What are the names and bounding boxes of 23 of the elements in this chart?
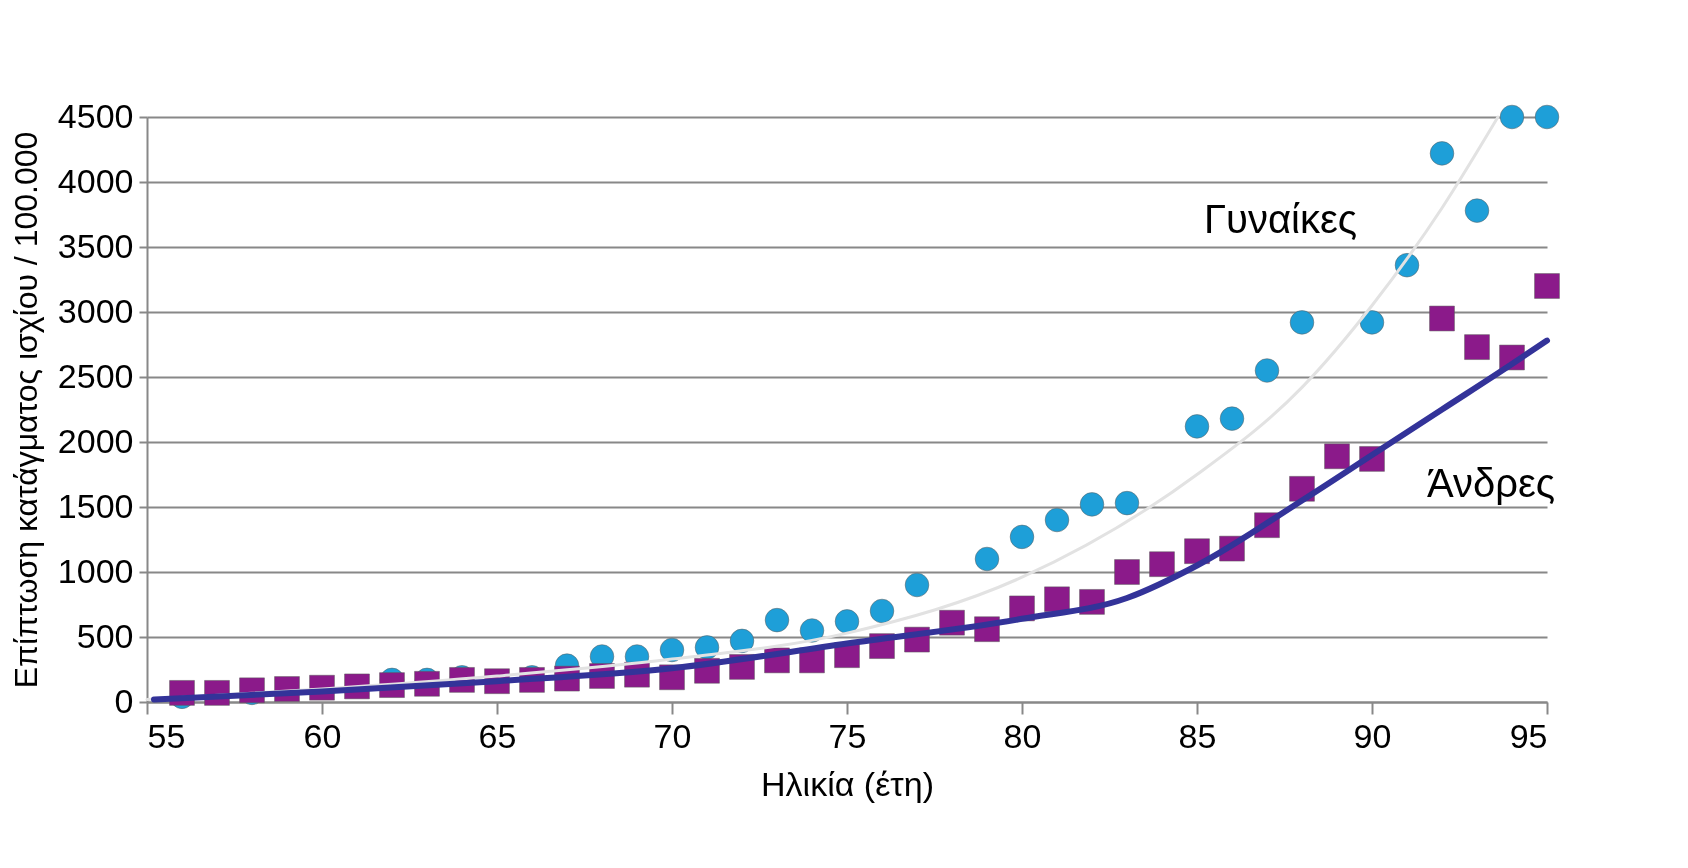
x-tick-label: 70 [653, 716, 692, 755]
x-tick-label: 95 [1509, 716, 1548, 755]
y-tick-label: 3500 [57, 226, 134, 265]
x-tick-label: 90 [1353, 716, 1392, 755]
x-tick-label: 75 [828, 716, 867, 755]
y-tick-label: 1000 [57, 551, 134, 590]
x-tick-label: 60 [303, 716, 342, 755]
y-tick-label: 2500 [57, 356, 134, 395]
y-tick-label: 3000 [57, 291, 134, 330]
y-tick-label: 1500 [57, 486, 134, 525]
y-tick-label: 4500 [57, 96, 134, 135]
y-tick-label: 500 [76, 616, 134, 655]
x-tick-label: 85 [1178, 716, 1217, 755]
x-tick-label: 80 [1003, 716, 1042, 755]
x-tick-label: 55 [147, 716, 186, 755]
x-tick-label: 65 [478, 716, 517, 755]
y-tick-label: 4000 [57, 161, 134, 200]
y-tick-label: 2000 [57, 421, 134, 460]
x-axis-title: Ηλικία (έτη) [761, 764, 934, 803]
series-label: Γυναίκες [1203, 196, 1357, 241]
series-label: Άνδρες [1427, 461, 1556, 505]
y-tick-label: 0 [114, 681, 134, 720]
y-axis-title: Επίπτωση κατάγματος ισχίου / 100.000 [7, 131, 44, 689]
